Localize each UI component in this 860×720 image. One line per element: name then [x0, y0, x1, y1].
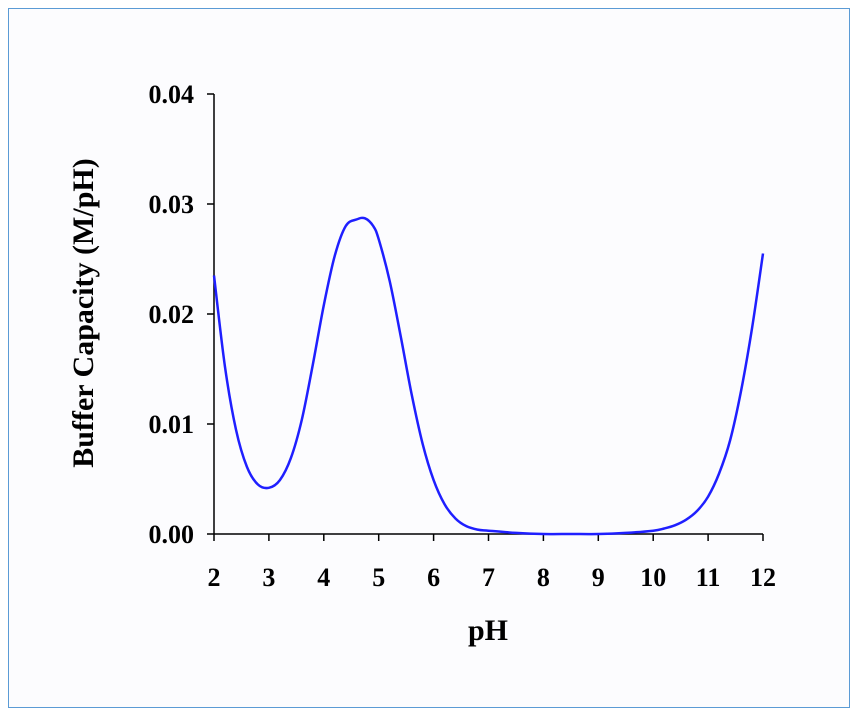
x-tick-label: 6 [427, 563, 440, 592]
series-line [212, 216, 765, 536]
x-tick-label: 5 [372, 563, 385, 592]
y-tick-label: 0.03 [149, 190, 195, 219]
y-axis-title: Buffer Capacity (M/pH) [67, 158, 100, 467]
x-tick-label: 10 [640, 563, 666, 592]
y-tick-label: 0.01 [149, 410, 195, 439]
y-tick-label: 0.02 [149, 300, 195, 329]
chart-frame [8, 8, 850, 708]
x-tick-label: 11 [696, 563, 721, 592]
x-tick-label: 8 [537, 563, 550, 592]
y-tick-label: 0.04 [149, 80, 195, 109]
y-tick-label: 0.00 [149, 520, 195, 549]
x-tick-label: 7 [482, 563, 495, 592]
axes [213, 94, 763, 535]
x-ticks: 2 3 4 5 6 7 8 9 10 11 12 [208, 534, 776, 592]
x-tick-label: 9 [592, 563, 605, 592]
x-tick-label: 12 [750, 563, 776, 592]
y-ticks: 0.00 0.01 0.02 0.03 0.04 [149, 80, 214, 549]
x-tick-label: 3 [262, 563, 275, 592]
x-tick-label: 4 [317, 563, 330, 592]
x-tick-label: 2 [208, 563, 221, 592]
x-axis-title: pH [468, 614, 508, 647]
